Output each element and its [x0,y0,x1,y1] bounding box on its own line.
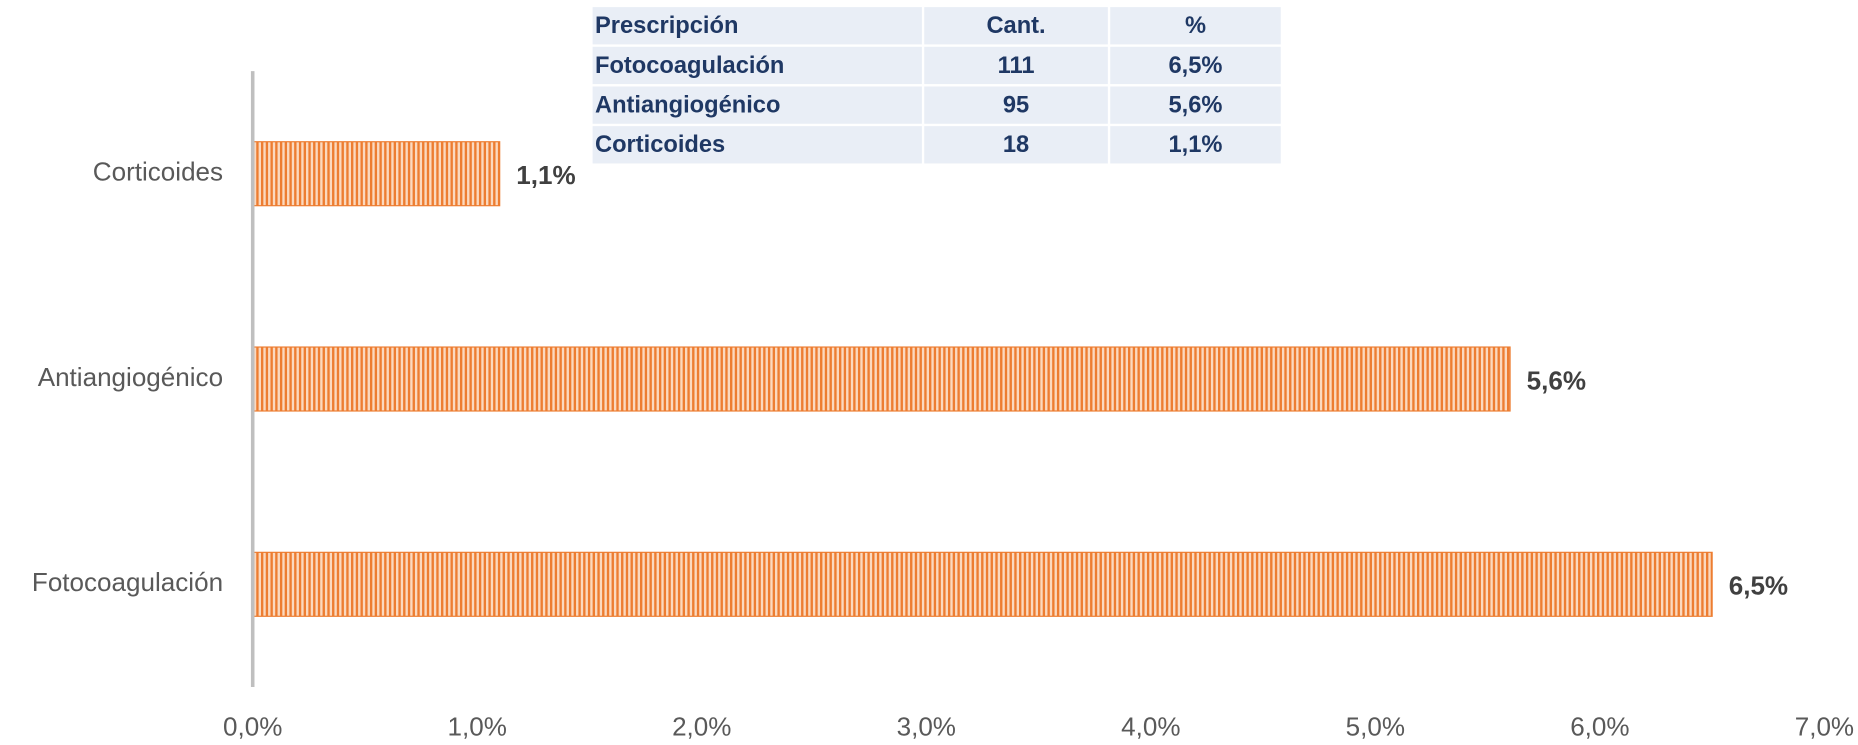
table-text: 1,1% [1169,132,1223,158]
x-tick-label: 1,0% [448,711,507,741]
table-text: Fotocoagulación [595,53,784,79]
x-tick-label: 5,0% [1346,711,1405,741]
table-text: 18 [1003,132,1029,158]
value-label: 5,6% [1527,365,1586,395]
table-cell [924,126,1108,164]
table-cell [924,7,1108,45]
table-cell [1110,7,1281,45]
table-cell [1110,126,1281,164]
table-cell [592,86,922,124]
x-tick-label: 4,0% [1121,711,1180,741]
x-tick-label: 6,0% [1570,711,1629,741]
table-text: 5,6% [1169,93,1223,119]
table-header: % [1185,13,1206,39]
table-cell [924,86,1108,124]
category-label: Fotocoagulación [32,567,223,597]
table-cell [1110,46,1281,85]
bar [252,346,1511,412]
value-label: 1,1% [516,160,575,190]
x-tick-label: 0,0% [223,711,282,741]
table-cell [1110,86,1281,124]
x-tick-label: 7,0% [1795,711,1854,741]
table-text: Antiangiogénico [595,93,780,119]
table-cell [592,126,922,164]
table-text: 111 [998,53,1035,79]
x-tick-label: 2,0% [672,711,731,741]
bar [252,141,501,207]
table-text: 95 [1003,93,1029,119]
value-label: 6,5% [1729,571,1788,601]
table-header: Prescripción [595,13,738,39]
table-cell [592,46,922,85]
table-text: 6,5% [1169,53,1223,79]
table-cell [592,7,922,45]
table-cell [924,46,1108,85]
bar [252,551,1713,617]
category-label: Antiangiogénico [38,362,223,392]
table-text: Corticoides [595,132,725,158]
table-header: Cant. [986,13,1045,39]
category-label: Corticoides [93,157,223,187]
x-tick-label: 3,0% [897,711,956,741]
